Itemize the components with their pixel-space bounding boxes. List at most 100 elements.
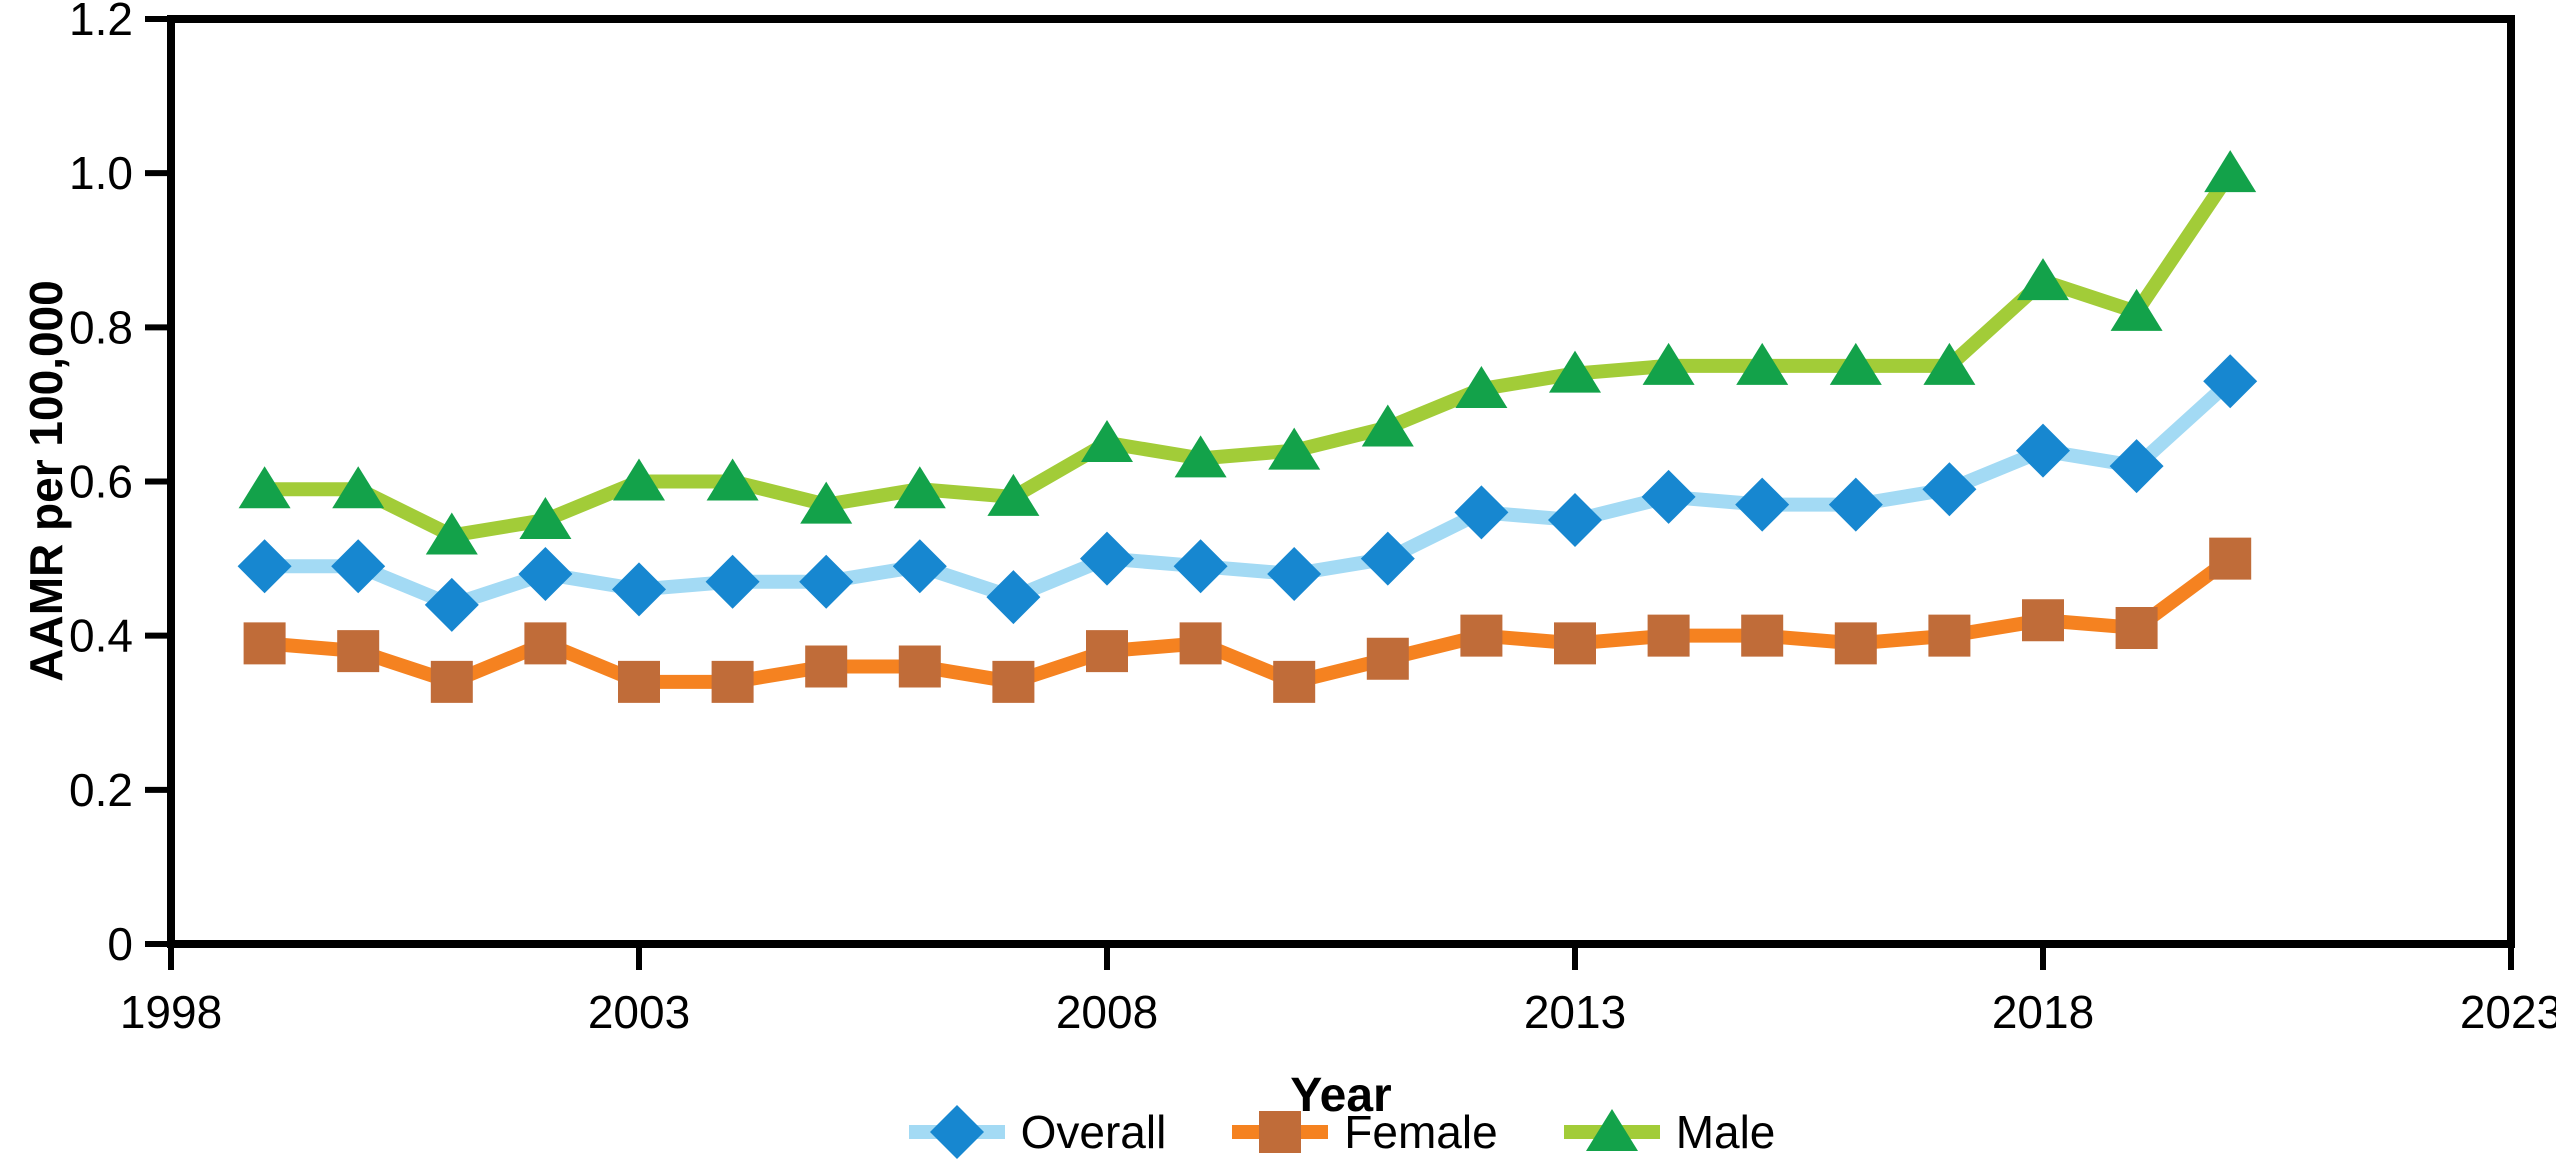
diamond-marker [799,554,854,609]
y-tick-label: 0.6 [69,456,133,508]
series-female [243,537,2252,703]
x-tick-label: 1998 [120,986,222,1038]
diamond-marker [2016,423,2070,478]
square-marker [1086,630,1128,673]
triangle-marker [1174,435,1227,478]
diamond-marker [2109,439,2164,494]
y-tick-label: 1.2 [69,0,133,45]
triangle-marker [2110,288,2163,331]
triangle-marker [1585,1109,1638,1151]
diamond-marker [929,1105,984,1159]
y-axis-title: AAMR per 100,000 [20,280,72,682]
square-marker [992,660,1035,703]
square-marker [898,645,941,688]
triangle-marker [987,473,1040,516]
series-male [238,150,2257,555]
diamond-marker [705,554,760,609]
square-marker [1366,637,1409,680]
diamond-marker [986,570,1041,625]
diamond-marker [1548,493,1602,548]
square-marker [337,630,380,673]
overall-diamond-marker-icon [908,1105,1005,1159]
x-tick-label: 2008 [1056,986,1158,1038]
diamond-marker [1641,469,1696,524]
y-axis-ticks: 0 0.2 0.4 0.6 0.8 1.0 1.2 [69,0,171,970]
square-marker [524,622,567,665]
square-marker [1460,614,1503,657]
series-overall [237,354,2258,632]
triangle-marker [893,466,946,509]
x-axis-title: Year [1290,1069,1392,1122]
legend-label: Female [1344,1106,1498,1158]
square-marker [711,660,754,703]
square-marker [1647,614,1690,657]
diamond-marker [1267,547,1322,601]
diamond-marker [1360,531,1415,586]
legend-item-overall: Overall [907,1104,1166,1160]
triangle-marker [519,497,572,540]
diamond-marker [612,562,666,617]
triangle-marker [800,481,853,524]
series-line [264,552,2235,689]
triangle-marker [1642,342,1695,385]
plot-frame [167,15,2515,948]
triangle-marker [1829,342,1882,385]
legend-label: Male [1675,1106,1776,1158]
diamond-marker [1828,477,1883,532]
diamond-marker [892,539,947,594]
x-tick-label: 2003 [588,986,690,1038]
triangle-marker [2017,258,2069,301]
diamond-marker [1080,531,1134,586]
x-tick-label: 2013 [1524,986,1626,1038]
x-tick-label: 2023 [2460,986,2556,1038]
square-marker [2209,537,2252,580]
triangle-marker [613,458,665,501]
series-line [264,376,2235,612]
square-marker [2115,606,2158,649]
square-marker [1928,614,1971,657]
triangle-marker [332,466,385,509]
y-tick-label: 0.8 [69,301,133,353]
triangle-marker [1081,419,1133,462]
male-triangle-marker-icon [1563,1109,1660,1151]
y-tick-label: 0.2 [69,764,133,816]
square-marker [1179,622,1222,665]
square-marker [1273,660,1316,703]
y-tick-label: 0.4 [69,610,133,662]
diamond-marker [1735,477,1790,532]
triangle-marker [2204,150,2257,193]
square-marker [618,660,660,703]
legend-item-male: Male [1562,1104,1776,1160]
triangle-marker [238,466,291,509]
series-line [264,169,2237,543]
x-tick-label: 2018 [1992,986,2094,1038]
diamond-marker [1454,485,1509,540]
triangle-marker [1268,427,1321,470]
y-tick-label: 1.0 [69,147,133,199]
diamond-marker [2203,354,2258,409]
diamond-marker [331,539,386,594]
square-marker [1741,614,1784,657]
triangle-marker [1549,350,1601,393]
y-tick-label: 0 [107,918,133,970]
square-marker [430,660,473,703]
diamond-marker [237,539,292,594]
diamond-marker [1173,539,1228,594]
triangle-marker [706,458,759,501]
square-marker [805,645,848,688]
triangle-marker [1736,342,1789,385]
legend: Overall Female Male [171,1102,2511,1162]
legend-item-female: Female [1230,1104,1498,1160]
triangle-marker [1923,342,1976,385]
triangle-marker [1455,366,1508,408]
square-marker [1554,622,1596,665]
square-marker [2022,599,2064,642]
diamond-marker [1922,462,1977,517]
diamond-marker [518,547,573,601]
female-square-marker-icon [1232,1111,1329,1153]
square-marker [1834,622,1877,665]
triangle-marker [425,512,478,555]
x-axis-ticks: 1998 2003 2008 2013 2018 2023 [120,944,2556,1038]
